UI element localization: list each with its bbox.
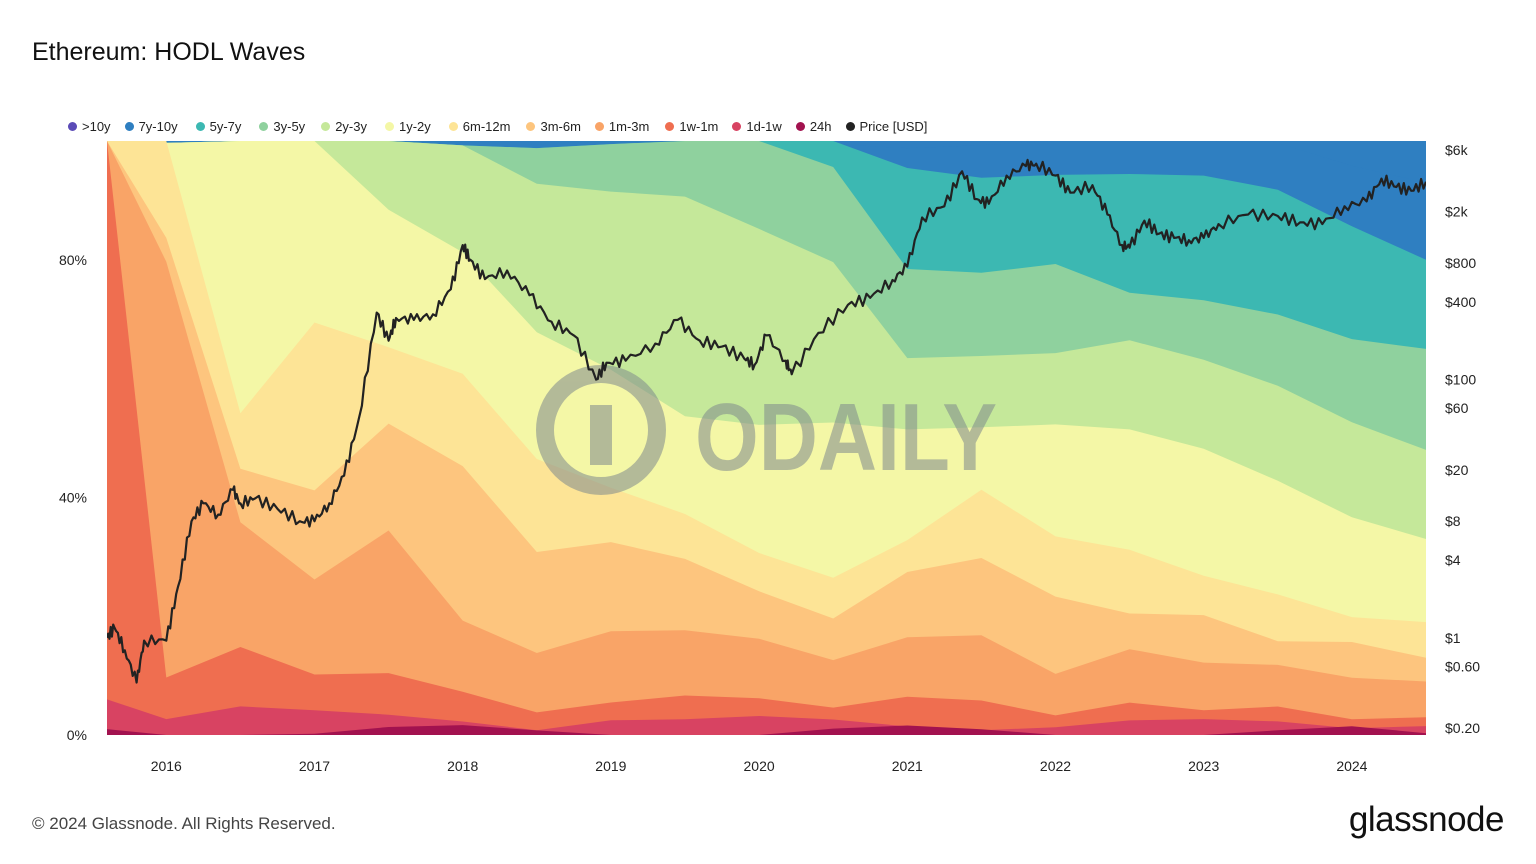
y-left-tick-label: 40%: [59, 489, 87, 505]
legend-item-2y-3y[interactable]: 2y-3y: [321, 119, 367, 134]
y-right-tick-label: $0.20: [1445, 720, 1480, 736]
legend-dot: [259, 122, 269, 131]
y-right-tick-label: $400: [1445, 294, 1476, 310]
watermark-text: ODAILY: [695, 384, 997, 491]
x-tick-label: 2017: [299, 758, 330, 774]
x-tick-label: 2019: [595, 758, 626, 774]
legend-label: 1m-3m: [608, 119, 650, 134]
legend-dot: [384, 122, 394, 131]
y-right-tick-label: $1: [1445, 630, 1461, 646]
x-axis: 2016 2017 2018 2019 2020 2021 2022 2023 2024: [151, 758, 1368, 774]
legend-dot: [665, 122, 675, 131]
chart-title: Ethereum: HODL Waves: [32, 38, 306, 66]
legend-label: >10y: [82, 119, 111, 134]
legend-dot: [448, 122, 458, 131]
y-right-tick-label: $800: [1445, 255, 1476, 271]
legend-item-1w-1m[interactable]: 1w-1m: [665, 119, 718, 134]
copyright-footer: © 2024 Glassnode. All Rights Reserved.: [32, 814, 336, 833]
x-tick-label: 2023: [1188, 758, 1219, 774]
price-line: [107, 158, 1426, 684]
x-tick-label: 2021: [892, 758, 923, 774]
legend-label: 6m-12m: [462, 119, 511, 134]
y-right-tick-label: $8: [1445, 513, 1461, 529]
band-3m-6m: [107, 141, 1426, 735]
y-right-tick-label: $4: [1445, 552, 1461, 568]
band-24h: [107, 725, 1426, 735]
legend-dot: [526, 122, 536, 131]
legend-item-6m-12m[interactable]: 6m-12m: [448, 119, 511, 134]
legend-label: 7y-10y: [138, 119, 178, 134]
band-1w-1m: [107, 141, 1426, 735]
legend-dot: [124, 122, 134, 131]
legend-dot: [321, 122, 331, 131]
legend-label: 2y-3y: [335, 119, 367, 134]
legend-dot: [594, 122, 604, 131]
y-left-tick-label: 80%: [59, 252, 87, 268]
y-right-tick-label: $6k: [1445, 142, 1469, 158]
legend-item-3m-6m[interactable]: 3m-6m: [526, 119, 581, 134]
legend-label: 1d-1w: [746, 119, 782, 134]
y-right-tick-label: $60: [1445, 400, 1469, 416]
x-tick-label: 2022: [1040, 758, 1071, 774]
y-right-tick-label: $0.60: [1445, 658, 1480, 674]
legend-label: 1y-2y: [398, 119, 431, 134]
y-left-tick-label: 0%: [67, 727, 87, 743]
legend-dot: [195, 122, 205, 131]
y-right-tick-label: $20: [1445, 462, 1469, 478]
legend-label: 3m-6m: [540, 119, 581, 134]
y-right-tick-label: $2k: [1445, 204, 1469, 220]
x-tick-label: 2020: [744, 758, 775, 774]
y-right-axis: $0.20 $0.60 $1 $4 $8 $20 $60 $100 $400 $800 $2k $6k: [1445, 142, 1480, 736]
legend-label: 3y-5y: [273, 119, 306, 134]
legend-dot: [795, 122, 805, 131]
legend-item-7y-10y[interactable]: 7y-10y: [124, 119, 178, 134]
legend-item--10y[interactable]: >10y: [68, 119, 111, 134]
watermark: ODAILY: [536, 365, 997, 495]
legend-label: 24h: [809, 119, 832, 134]
legend-label: Price [USD]: [859, 119, 928, 134]
legend-item-1m-3m[interactable]: 1m-3m: [594, 119, 650, 134]
legend-dot: [68, 122, 77, 131]
legend-item-24h[interactable]: 24h: [795, 119, 832, 134]
y-right-tick-label: $100: [1445, 372, 1476, 388]
legend-item-1y-2y[interactable]: 1y-2y: [384, 119, 431, 134]
legend-item-price-usd-[interactable]: Price [USD]: [845, 119, 928, 134]
legend-dot: [845, 122, 855, 131]
legend-dot: [732, 122, 742, 131]
watermark-logo-bar: [590, 405, 612, 465]
y-left-axis: 0% 40% 80%: [59, 252, 87, 743]
legend-item-5y-7y[interactable]: 5y-7y: [195, 119, 242, 134]
x-tick-label: 2016: [151, 758, 182, 774]
x-tick-label: 2024: [1336, 758, 1367, 774]
legend-label: 1w-1m: [679, 119, 719, 134]
hodl-bands: [107, 141, 1426, 735]
legend: >10y 7y-10y 5y-7y 3y-5y 2y-3y 1y-2y 6m-12m 3m-6…: [68, 119, 927, 134]
x-tick-label: 2018: [447, 758, 478, 774]
glassnode-logo: glassnode: [1348, 800, 1505, 839]
legend-item-1d-1w[interactable]: 1d-1w: [732, 119, 782, 134]
legend-item-3y-5y[interactable]: 3y-5y: [259, 119, 305, 134]
legend-label: 5y-7y: [209, 119, 242, 134]
